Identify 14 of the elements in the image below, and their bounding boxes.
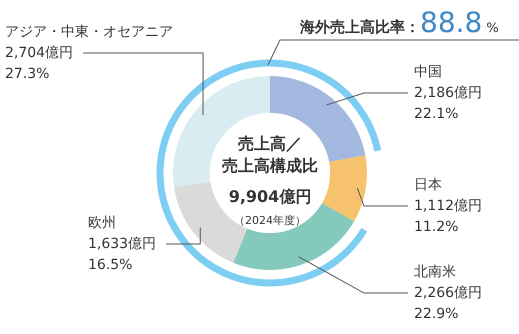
slice-label: 北南米 (414, 263, 457, 282)
text: 売上高／売上高構成比 (221, 133, 319, 177)
data-label: 2,186億円 22.1% (414, 84, 482, 124)
slice-label: アジア・中東・オセアニア (5, 23, 173, 42)
data-label: 2,704億円 27.3% (5, 44, 74, 84)
slice-label: 日本 (414, 176, 443, 195)
text: 9,904億円 (228, 187, 312, 208)
text: 海外売上高比率：88.8% (300, 6, 499, 39)
slice-label: 欧州 (88, 214, 117, 233)
slice-label: 中国 (414, 63, 443, 82)
text: （2024年度） (233, 213, 307, 228)
data-label: 1,112億円 11.2% (414, 197, 482, 237)
data-label: 2,266億円 22.9% (414, 284, 482, 324)
data-label: 1,633億円 16.5% (88, 235, 156, 275)
